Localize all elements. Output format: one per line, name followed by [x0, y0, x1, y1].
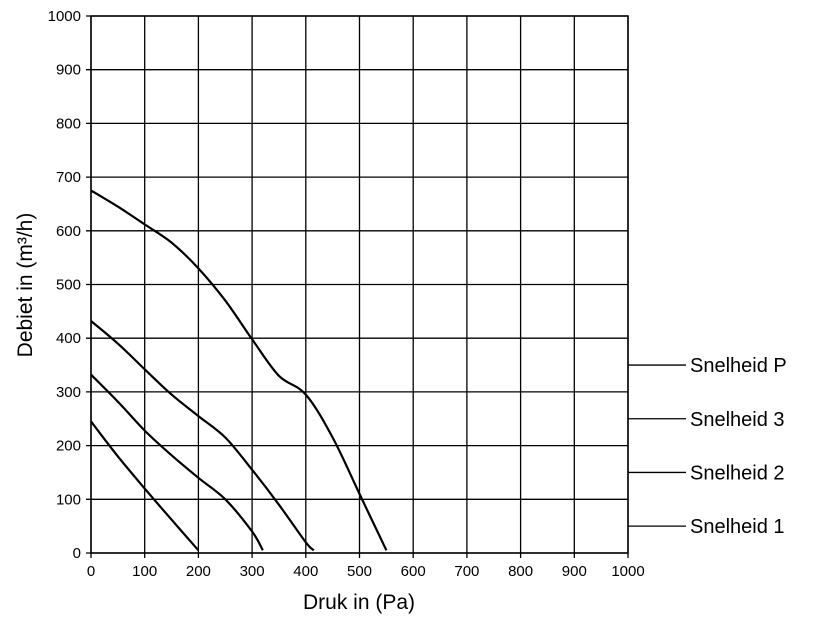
series-line — [90, 373, 264, 551]
x-tick-label: 600 — [401, 563, 426, 580]
y-tick-label: 900 — [56, 62, 81, 79]
y-tick-label: 800 — [56, 115, 81, 132]
legend-label: Snelheid P — [690, 355, 787, 377]
y-axis-title: Debiet in (m³/h) — [14, 213, 37, 358]
y-tick-label: 700 — [56, 169, 81, 186]
legend-label: Snelheid 1 — [690, 516, 785, 538]
legend-label: Snelheid 3 — [690, 409, 785, 431]
grid — [86, 15, 629, 558]
x-tick-label: 200 — [186, 563, 211, 580]
plot-frame — [90, 15, 629, 554]
x-tick-label: 900 — [562, 563, 587, 580]
y-tick-label: 200 — [56, 438, 81, 455]
series-line — [90, 189, 388, 551]
x-tick-label: 0 — [87, 563, 95, 580]
series-line — [90, 420, 200, 552]
y-tick-label: 500 — [56, 277, 81, 294]
x-tick-label: 700 — [454, 563, 479, 580]
y-tick-label: 0 — [73, 545, 81, 562]
legend: Snelheid P Snelheid 3 Snelheid 2 Snelheid 1 — [628, 355, 787, 538]
x-tick-label: 400 — [293, 563, 318, 580]
tick-labels: 0 100 200 300 400 500 600 700 800 900 1000 0 100 200 3… — [48, 8, 645, 580]
series-line — [90, 320, 315, 552]
x-tick-label: 300 — [240, 563, 265, 580]
y-tick-label: 400 — [56, 330, 81, 347]
x-tick-label: 100 — [132, 563, 157, 580]
x-tick-label: 1000 — [611, 563, 644, 580]
y-tick-label: 1000 — [48, 8, 81, 25]
x-axis-title: Druk in (Pa) — [303, 591, 415, 614]
x-tick-label: 800 — [508, 563, 533, 580]
legend-label: Snelheid 2 — [690, 462, 785, 484]
x-tick-label: 500 — [347, 563, 372, 580]
y-tick-label: 300 — [56, 384, 81, 401]
y-tick-label: 100 — [56, 491, 81, 508]
curves — [90, 189, 388, 552]
y-tick-label: 600 — [56, 223, 81, 240]
